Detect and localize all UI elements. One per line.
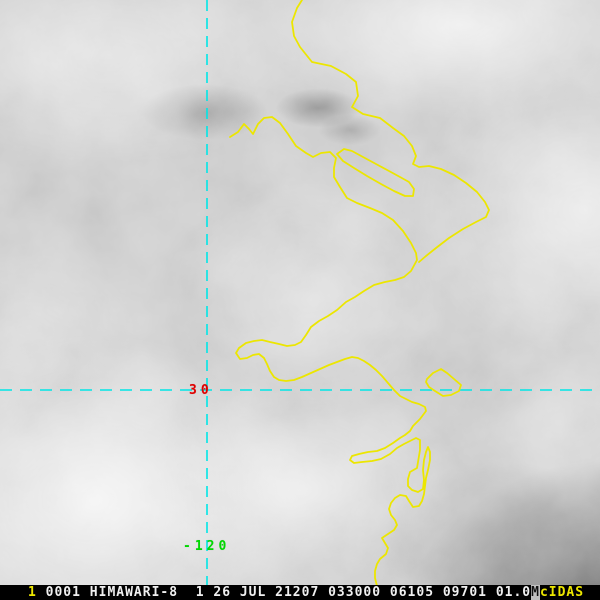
cursor-box: M (531, 585, 540, 600)
frame-number: 1 (28, 585, 37, 600)
mcidas-brand: cIDAS (539, 585, 585, 600)
longitude-label: -120 (183, 539, 231, 554)
latitude-label: 30 (189, 383, 213, 398)
status-bar: 1 0001 HIMAWARI-8 1 26 JUL 21207 033000 … (0, 585, 600, 600)
image-info-text: 0001 HIMAWARI-8 1 26 JUL 21207 033000 06… (36, 585, 532, 600)
